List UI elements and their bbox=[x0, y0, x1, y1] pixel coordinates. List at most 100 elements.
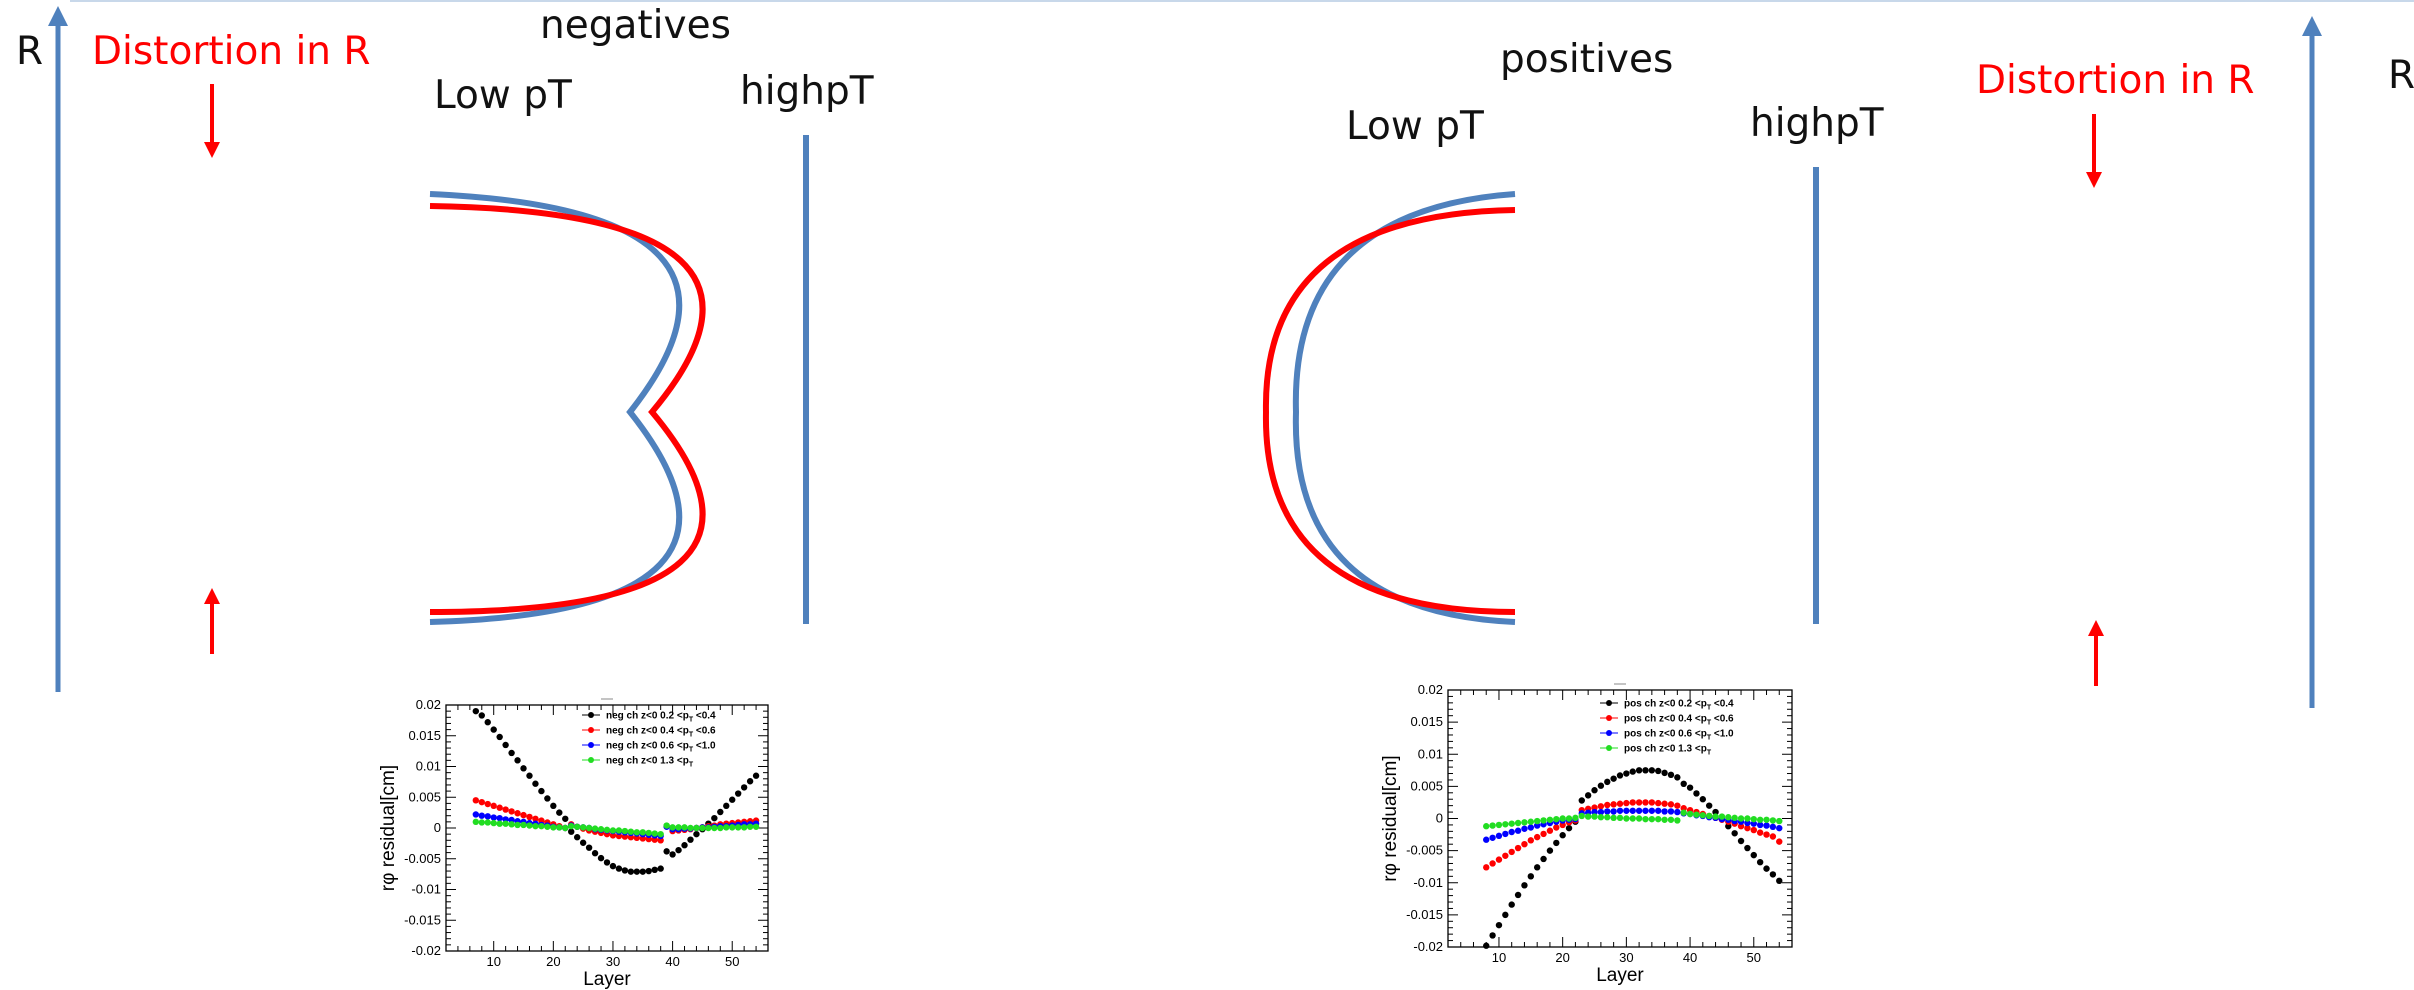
left-data-point bbox=[478, 812, 485, 819]
right-data-point bbox=[1769, 871, 1777, 878]
right-data-point bbox=[1769, 817, 1777, 824]
left-data-point bbox=[573, 834, 581, 841]
right-data-point bbox=[1495, 821, 1503, 829]
left-data-point bbox=[478, 798, 485, 806]
right-data-point bbox=[1604, 808, 1611, 815]
left-data-point bbox=[633, 829, 641, 836]
right-data-point bbox=[1508, 848, 1515, 856]
right-data-point bbox=[1495, 856, 1503, 863]
right-x-tick-label: 50 bbox=[1747, 950, 1761, 965]
right-legend-entry: pos ch z<0 0.4 <pT <0.6 bbox=[1624, 714, 1734, 727]
left-data-point bbox=[508, 749, 515, 757]
left-x-tick-label: 10 bbox=[486, 954, 500, 969]
left-data-point bbox=[496, 814, 503, 822]
left-data-point bbox=[514, 757, 521, 764]
left-data-point bbox=[526, 822, 533, 829]
right-data-point bbox=[1559, 821, 1566, 829]
left-data-point bbox=[532, 822, 539, 830]
left-legend-entry: neg ch z<0 0.4 <pT <0.6 bbox=[606, 726, 716, 739]
right-series-3 bbox=[1483, 809, 1783, 830]
right-data-point bbox=[1514, 844, 1522, 852]
left-legend-marker bbox=[588, 712, 594, 718]
left-data-point bbox=[621, 827, 629, 835]
right-data-point bbox=[1769, 823, 1777, 831]
left-y-tick-label: -0.015 bbox=[404, 912, 441, 927]
right-data-point bbox=[1731, 814, 1738, 822]
right-legend-marker bbox=[1606, 745, 1612, 751]
left-data-point bbox=[752, 823, 760, 830]
right-data-point bbox=[1540, 817, 1547, 824]
right-data-point bbox=[1661, 816, 1668, 823]
left-data-point bbox=[591, 825, 599, 832]
right-high-pt-label: highpT bbox=[1750, 101, 1884, 146]
left-data-point bbox=[603, 859, 611, 866]
right-data-point bbox=[1667, 808, 1675, 815]
left-data-point bbox=[478, 819, 485, 826]
right-data-point bbox=[1776, 838, 1783, 845]
left-data-point bbox=[579, 839, 587, 846]
right-data-point bbox=[1483, 836, 1490, 843]
left-data-point bbox=[496, 733, 503, 741]
left-x-axis-label: Layer bbox=[583, 969, 631, 990]
right-data-point bbox=[1597, 803, 1605, 810]
left-data-point bbox=[484, 719, 491, 726]
left-y-tick-label: 0.01 bbox=[416, 759, 441, 774]
left-data-point bbox=[609, 827, 617, 834]
right-data-point bbox=[1674, 817, 1681, 824]
left-data-point bbox=[562, 815, 569, 822]
right-data-point bbox=[1763, 831, 1770, 838]
right-data-point bbox=[1648, 767, 1656, 774]
right-data-point bbox=[1597, 808, 1605, 816]
right-y-axis-label: rφ residual[cm] bbox=[1380, 755, 1401, 881]
left-data-point bbox=[526, 772, 533, 779]
right-y-tick-label: 0 bbox=[1436, 811, 1443, 826]
left-data-point bbox=[645, 867, 652, 875]
left-series-3 bbox=[472, 818, 760, 838]
left-data-point bbox=[568, 822, 575, 830]
left-data-point bbox=[579, 824, 587, 831]
left-legend-marker bbox=[588, 757, 594, 763]
left-data-point bbox=[502, 741, 509, 749]
right-data-point bbox=[1559, 815, 1566, 822]
left-high-pt-label: highpT bbox=[740, 69, 874, 114]
left-data-point bbox=[591, 850, 599, 857]
left-x-tick-label: 40 bbox=[665, 954, 679, 969]
right-data-point bbox=[1756, 858, 1764, 866]
left-y-tick-label: 0.02 bbox=[416, 697, 441, 712]
right-data-point bbox=[1616, 814, 1624, 822]
right-data-point bbox=[1744, 819, 1751, 827]
right-data-point bbox=[1725, 814, 1732, 821]
right-data-point bbox=[1661, 808, 1668, 815]
right-data-point bbox=[1756, 816, 1764, 823]
right-data-point bbox=[1540, 830, 1547, 838]
right-data-point bbox=[1610, 808, 1617, 815]
right-data-point bbox=[1610, 814, 1617, 822]
left-data-point bbox=[723, 802, 730, 810]
left-data-point bbox=[645, 829, 652, 837]
right-data-point bbox=[1591, 787, 1598, 794]
right-data-point bbox=[1591, 813, 1598, 820]
left-data-point bbox=[556, 824, 563, 831]
left-data-point bbox=[490, 819, 497, 827]
right-data-point bbox=[1744, 824, 1751, 832]
right-y-tick-label: 0.015 bbox=[1410, 714, 1443, 729]
right-low-pt-track-red bbox=[1262, 207, 1516, 615]
right-data-point bbox=[1623, 799, 1630, 807]
right-data-point bbox=[1642, 799, 1649, 806]
left-data-point bbox=[573, 823, 581, 830]
right-x-tick-label: 40 bbox=[1683, 950, 1697, 965]
right-data-point bbox=[1495, 832, 1503, 840]
left-data-point bbox=[532, 815, 539, 822]
left-data-point bbox=[627, 828, 635, 835]
right-data-point bbox=[1737, 837, 1745, 845]
right-data-point bbox=[1725, 823, 1732, 830]
left-x-tick-label: 50 bbox=[725, 954, 739, 969]
right-data-point bbox=[1546, 847, 1554, 854]
right-data-point bbox=[1623, 807, 1630, 814]
left-data-point bbox=[502, 820, 509, 827]
left-data-point bbox=[550, 824, 557, 831]
left-data-point bbox=[711, 824, 718, 832]
right-data-point bbox=[1680, 805, 1687, 812]
right-data-point bbox=[1553, 815, 1560, 823]
left-data-point bbox=[746, 778, 754, 785]
